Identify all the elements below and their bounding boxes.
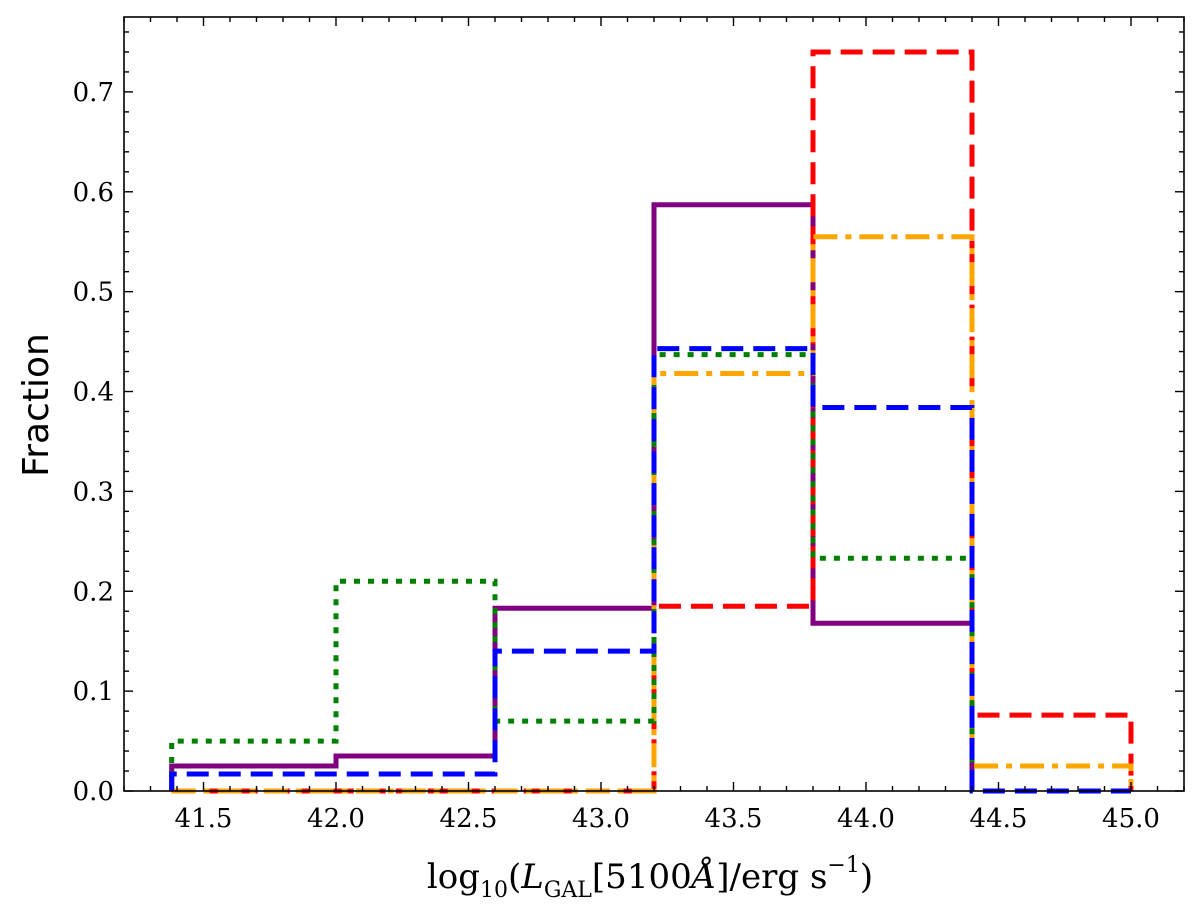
x-axis-label-unit: ]/erg s — [716, 857, 827, 897]
x-tick-label: 44.0 — [837, 804, 895, 834]
x-tick-label: 44.5 — [970, 804, 1028, 834]
series-layer — [169, 49, 1134, 794]
x-tick-label: 42.5 — [440, 804, 498, 834]
series-1-step-line — [171, 49, 1134, 794]
x-axis-label-sub: GAL — [544, 878, 592, 903]
y-tick-label: 0.2 — [73, 577, 114, 607]
x-axis-label-L: L — [520, 857, 544, 897]
x-tick-label: 43.0 — [572, 804, 630, 834]
x-axis-label: log10(LGAL[5100Å]/erg s−1) — [427, 853, 873, 903]
x-tick-label: 41.5 — [175, 804, 233, 834]
x-axis-label-angstrom: Å — [688, 856, 717, 897]
x-axis-label-close: ) — [860, 857, 873, 897]
y-tick-label: 0.4 — [73, 378, 114, 408]
x-axis-label-open: ( — [508, 857, 521, 897]
y-tick-label: 0.3 — [73, 477, 114, 507]
x-axis-label-base: 10 — [480, 878, 508, 903]
series-3-step-line — [169, 352, 975, 791]
x-tick-label: 42.0 — [307, 804, 365, 834]
y-tick-label: 0.5 — [73, 278, 114, 308]
y-tick-label: 0.1 — [73, 677, 114, 707]
series-2-step-line — [171, 234, 1134, 794]
x-axis-label-log: log — [427, 857, 480, 897]
y-axis-label: Fraction — [16, 333, 57, 477]
series-0-step-line — [169, 202, 975, 791]
y-tick-label: 0.0 — [73, 777, 114, 807]
x-tick-label: 43.5 — [705, 804, 763, 834]
y-tick-labels: 0.0 0.1 0.2 0.3 0.4 0.5 0.6 0.7 — [73, 78, 114, 807]
y-tick-label: 0.6 — [73, 178, 114, 208]
x-tick-labels: 41.5 42.0 42.5 43.0 43.5 44.0 44.5 45.0 — [175, 804, 1160, 834]
ticks-layer — [123, 17, 1185, 792]
x-axis-label-wave: [5100 — [592, 857, 692, 897]
x-axis-label-exp: −1 — [827, 853, 859, 878]
y-tick-label: 0.7 — [73, 78, 114, 108]
x-tick-label: 45.0 — [1102, 804, 1160, 834]
series-4-step-line — [169, 346, 1131, 794]
